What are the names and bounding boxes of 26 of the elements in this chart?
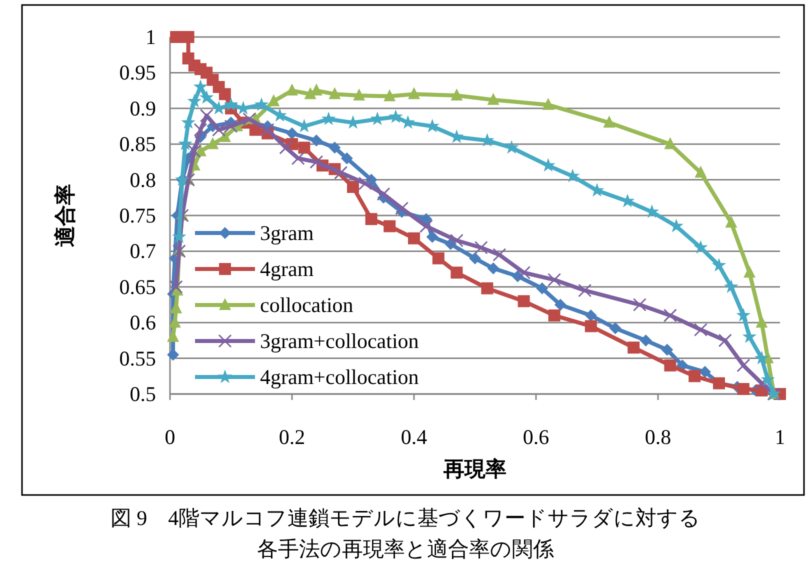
legend-label: 4gram+collocation [260, 365, 420, 389]
caption: 図 9 4階マルコフ連鎖モデルに基づくワードサラダに対する [110, 506, 701, 530]
x-tick-label: 0.8 [644, 425, 672, 449]
x-axis-title: 再現率 [442, 457, 506, 481]
y-tick-label: 0.55 [119, 346, 156, 370]
x-tick-label: 0.4 [400, 425, 428, 449]
y-tick-label: 0.7 [130, 239, 156, 264]
legend-label: 3gram [260, 221, 314, 245]
x-tick-label: 0 [164, 425, 176, 449]
legend-label: collocation [260, 293, 354, 317]
legend-label: 3gram+collocation [260, 329, 420, 353]
y-tick-label: 0.9 [130, 96, 156, 120]
y-tick-label: 1 [146, 25, 156, 49]
x-tick-label: 0.2 [278, 425, 306, 449]
x-tick-label: 0.6 [522, 425, 550, 449]
text: 各手法の再現率と適合率の関係 [257, 537, 554, 561]
y-axis-title: 適合率 [53, 184, 77, 247]
y-tick-label: 0.6 [130, 310, 156, 335]
y-tick-label: 0.65 [119, 274, 156, 299]
legend-label: 4gram [260, 257, 314, 281]
y-tick-label: 0.75 [119, 204, 156, 228]
y-tick-label: 0.8 [130, 168, 156, 192]
y-tick-label: 0.5 [130, 382, 156, 406]
y-tick-label: 0.85 [119, 132, 156, 156]
y-tick-label: 0.95 [119, 60, 156, 85]
x-tick-label: 1 [774, 425, 786, 449]
